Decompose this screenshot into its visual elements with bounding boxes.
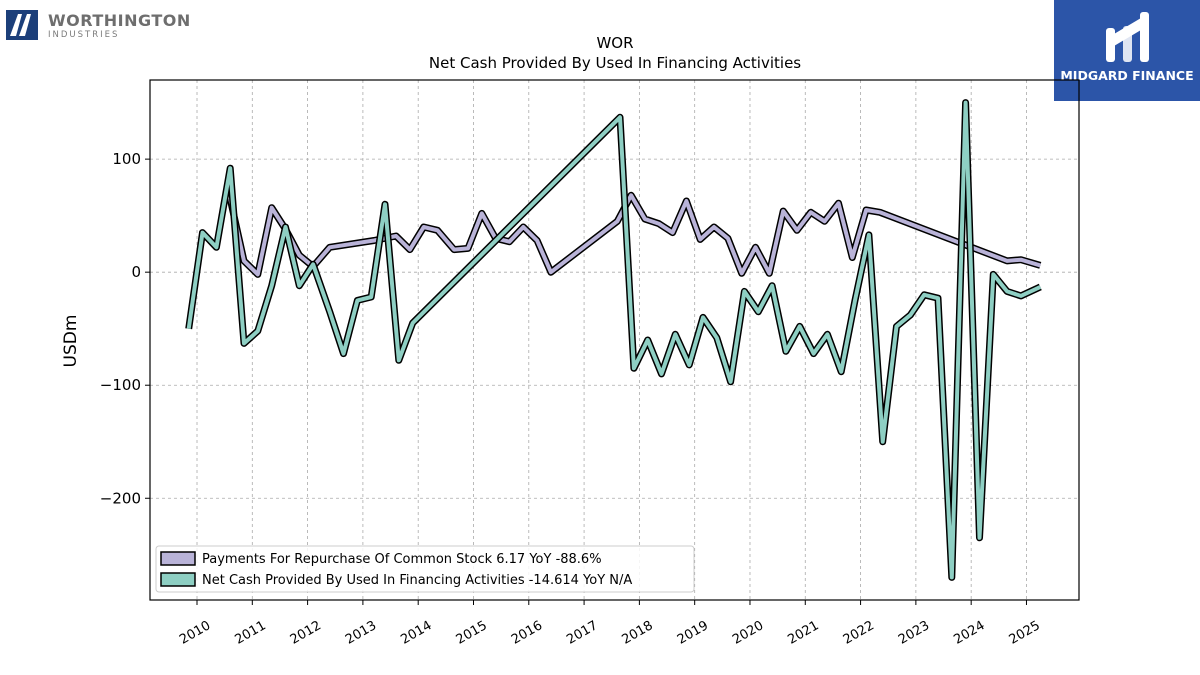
- legend-box: [155, 545, 695, 593]
- x-tick-label-2019: 2019: [675, 618, 711, 648]
- worthington-name: WORTHINGTON: [48, 11, 191, 30]
- x-tick-label-2021: 2021: [785, 618, 821, 648]
- x-tick-label-2017: 2017: [564, 618, 600, 648]
- worthington-sub: INDUSTRIES: [48, 30, 120, 40]
- series-outline-repurchase: [226, 191, 1042, 278]
- x-tick-label-2020: 2020: [730, 618, 766, 648]
- worthington-logo: WORTHINGTON INDUSTRIES: [6, 8, 196, 44]
- chart-title: WOR: [596, 34, 633, 52]
- x-tick-label-2024: 2024: [951, 618, 987, 648]
- x-tick-label-2016: 2016: [509, 618, 545, 648]
- x-tick-label-2018: 2018: [620, 618, 656, 648]
- legend-label-financing: Net Cash Provided By Used In Financing A…: [202, 573, 632, 588]
- y-axis-label: USDm: [61, 315, 81, 368]
- legend-label-repurchase: Payments For Repurchase Of Common Stock …: [202, 552, 602, 567]
- y-tick-label-3: −200: [100, 489, 141, 507]
- grid: [150, 80, 1079, 600]
- y-tick-label-2: −100: [100, 376, 141, 394]
- midgard-logo: MIDGARD FINANCE: [1054, 0, 1200, 101]
- worthington-emblem-icon: [6, 10, 38, 40]
- y-tick-label-0: 100: [112, 150, 141, 168]
- series-group: [185, 99, 1042, 581]
- x-tick-label-2014: 2014: [398, 618, 434, 648]
- series-outline-financing: [185, 99, 1042, 581]
- x-tick-label-2013: 2013: [343, 618, 379, 648]
- x-tick-label-2022: 2022: [841, 618, 877, 648]
- series-line-financing: [186, 100, 1042, 580]
- x-tick-label-2012: 2012: [288, 618, 324, 648]
- x-tick-label-2011: 2011: [232, 618, 268, 648]
- x-tick-label-2025: 2025: [1007, 618, 1043, 648]
- legend: Payments For Repurchase Of Common Stock …: [155, 545, 695, 593]
- legend-swatch-repurchase: [160, 551, 196, 566]
- chart-subtitle: Net Cash Provided By Used In Financing A…: [429, 54, 801, 72]
- y-tick-label-1: 0: [131, 263, 141, 281]
- midgard-emblem-icon: [1106, 12, 1149, 62]
- plot-frame: [149, 79, 1080, 601]
- x-tick-label-2015: 2015: [454, 618, 490, 648]
- legend-swatch-financing: [160, 572, 196, 587]
- x-tick-label-2010: 2010: [177, 618, 213, 648]
- x-tick-label-2023: 2023: [896, 618, 932, 648]
- midgard-name: MIDGARD FINANCE: [1060, 68, 1194, 83]
